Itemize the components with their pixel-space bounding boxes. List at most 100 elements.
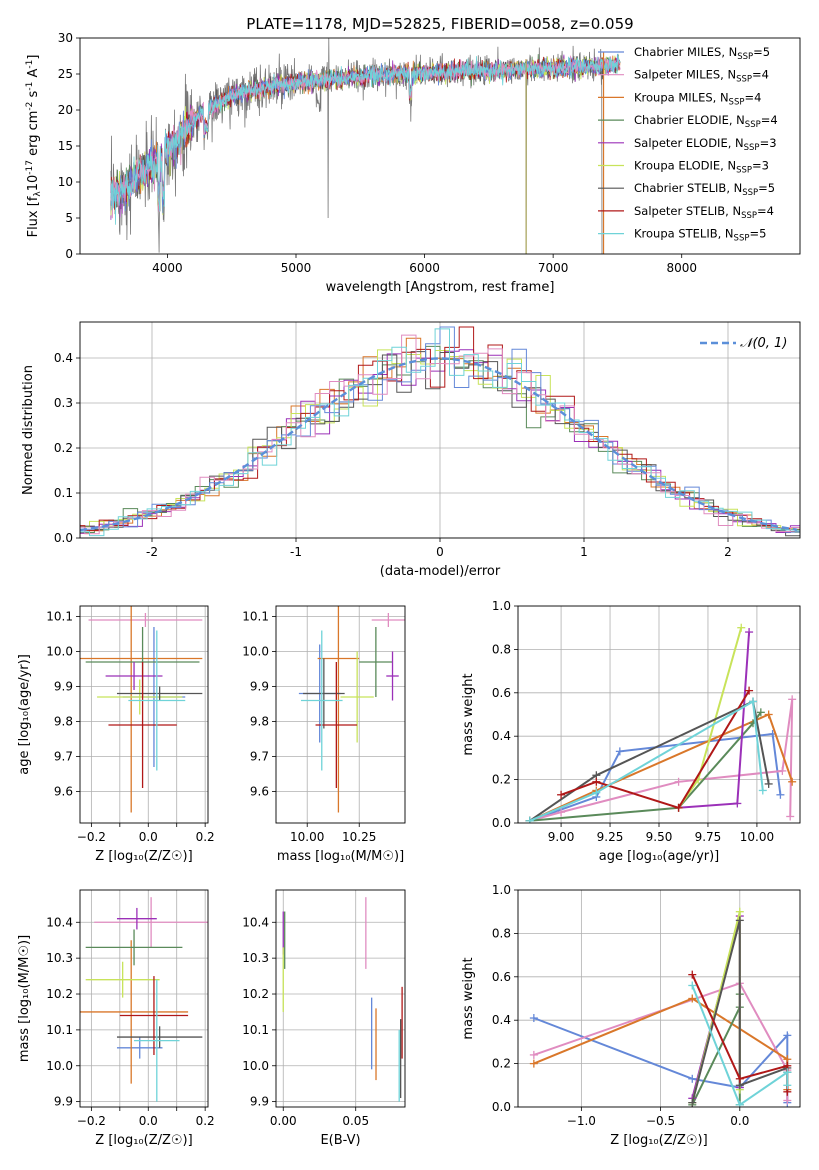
y-tick-label: 9.8 <box>250 715 269 729</box>
y-tick-label: 0.4 <box>492 1013 511 1027</box>
legend-subscript: SSP <box>736 166 752 176</box>
x-tick-label: 2 <box>724 545 732 559</box>
x-tick-label: 10.00 <box>740 830 774 844</box>
legend-model-name: Chabrier MILES, N <box>634 45 737 59</box>
legend-model-name: Kroupa ELODIE, N <box>634 159 736 173</box>
y-axis-label-part: -17 <box>25 160 35 175</box>
x-tick-label: 8000 <box>666 261 697 275</box>
x-tick-label: 0.0 <box>730 1114 749 1128</box>
legend-label: 𝒩(0, 1) <box>740 336 787 351</box>
legend-count: =4 <box>761 113 778 127</box>
mass-weight-series-line <box>529 700 770 822</box>
y-tick-label: 9.9 <box>250 680 269 694</box>
legend-label: Kroupa STELIB, NSSP=5 <box>634 227 766 244</box>
axes-frame <box>79 889 209 1108</box>
legend-subscript: SSP <box>745 120 761 130</box>
mass-weight-series-line <box>529 699 764 822</box>
x-tick-label: 6000 <box>409 261 440 275</box>
x-tick-label: 9.00 <box>548 830 575 844</box>
x-tick-label: 10.00 <box>290 830 324 844</box>
legend-count: =4 <box>752 68 769 82</box>
x-tick-label: 0.0 <box>139 1114 158 1128</box>
legend-model-name: Salpeter STELIB, N <box>634 204 741 218</box>
y-tick-label: 9.6 <box>54 785 73 799</box>
legend-label: Salpeter ELODIE, NSSP=3 <box>634 136 777 153</box>
legend-count: =5 <box>749 227 766 241</box>
legend-count: =5 <box>753 45 770 59</box>
x-tick-label: 7000 <box>538 261 569 275</box>
legend-subscript: SSP <box>744 143 760 153</box>
x-tick-label: −0.2 <box>77 830 106 844</box>
y-axis-label: Normed distribution <box>21 365 36 495</box>
legend-count: =5 <box>758 181 775 195</box>
legend-model-name: Chabrier ELODIE, N <box>634 113 745 127</box>
x-tick-label: 5000 <box>281 261 312 275</box>
x-axis-label: Z [log₁₀(Z/Z☉)] <box>95 849 192 864</box>
y-tick-label: 0.2 <box>54 441 73 455</box>
legend-subscript: SSP <box>734 234 750 244</box>
legend-label: Chabrier STELIB, NSSP=5 <box>634 181 775 198</box>
y-tick-label: 0.8 <box>492 926 511 940</box>
x-axis-label: Z [log₁₀(Z/Z☉)] <box>95 1133 192 1148</box>
y-tick-label: 10.0 <box>242 645 269 659</box>
plot-area <box>276 890 405 1107</box>
x-axis-label: (data-model)/error <box>380 564 501 579</box>
legend-count: =4 <box>757 204 774 218</box>
y-tick-label: 10 <box>58 175 73 189</box>
histogram-step-line <box>80 326 800 535</box>
y-tick-label: 0.6 <box>492 970 511 984</box>
y-tick-label: 9.9 <box>250 1095 269 1109</box>
y-tick-label: 10.1 <box>242 610 269 624</box>
y-tick-label: 9.9 <box>54 1095 73 1109</box>
y-tick-label: 10.3 <box>46 951 73 965</box>
y-axis-label-part: -1 <box>25 60 35 69</box>
y-tick-label: 0 <box>65 247 73 261</box>
y-tick-label: 9.7 <box>250 750 269 764</box>
x-axis-label: mass [log₁₀(M/M☉)] <box>277 849 404 864</box>
y-axis-label-part: -2 <box>25 102 35 111</box>
x-axis-label: age [log₁₀(age/yr)] <box>599 849 720 864</box>
y-tick-label: 10.4 <box>242 915 269 929</box>
plot-area <box>276 606 405 823</box>
plot-area <box>80 890 208 1107</box>
y-tick-label: 0.2 <box>492 1057 511 1071</box>
y-tick-label: 20 <box>58 103 73 117</box>
x-tick-label: 4000 <box>152 261 183 275</box>
x-tick-label: 10.25 <box>342 830 376 844</box>
axes-frame <box>517 889 801 1108</box>
y-axis-label: mass [log₁₀(M/M☉)] <box>17 935 32 1062</box>
mass-weight-series-line <box>560 690 750 809</box>
model-spectrum-line <box>110 53 621 225</box>
y-tick-label: 0.0 <box>492 1100 511 1114</box>
y-tick-label: 5 <box>65 211 73 225</box>
x-axis-label: E(B-V) <box>320 1133 360 1148</box>
model-spectrum-line <box>110 56 621 210</box>
model-spectrum-line <box>110 55 621 219</box>
y-tick-label: 0.8 <box>492 642 511 656</box>
y-tick-label: 1.0 <box>492 883 511 897</box>
legend-count: =3 <box>752 159 769 173</box>
residual-histogram-panel: 𝒩(0, 1) -2 -1 0 1 2 0.0 0.1 0.2 0.3 0.4 (data-model… <box>21 321 801 579</box>
plot-area <box>80 322 800 538</box>
x-tick-label: 0.0 <box>139 830 158 844</box>
legend-subscript: SSP <box>742 188 758 198</box>
y-tick-label: 9.6 <box>250 785 269 799</box>
x-tick-label: 0 <box>436 545 444 559</box>
y-tick-label: 0.1 <box>54 486 73 500</box>
mass-weight-vs-age-panel: 9.00 9.25 9.50 9.75 10.00 0.0 0.2 0.4 0.6 0.8 1.0 a… <box>461 599 801 864</box>
legend-subscript: SSP <box>741 211 757 221</box>
mass-weight-vs-metallicity-panel: −1.0 −0.5 0.0 0.0 0.2 0.4 0.6 0.8 1.0 Z [log₁₀(Z/… <box>461 883 801 1148</box>
mass-vs-metallicity-panel: −0.2 0.0 0.2 9.9 10.0 10.1 10.2 10.3 10.4 Z [log₁… <box>17 889 215 1148</box>
age-vs-mass-panel: 10.00 10.25 9.6 9.7 9.8 9.9 10.0 10.1 mass [log₁… <box>242 605 406 864</box>
y-axis-label: mass weight <box>461 673 476 755</box>
y-tick-label: 10.3 <box>242 951 269 965</box>
y-tick-label: 10.1 <box>46 610 73 624</box>
legend-model-name: Kroupa MILES, N <box>634 90 729 104</box>
legend-count: =4 <box>744 90 761 104</box>
y-tick-label: 10.1 <box>46 1023 73 1037</box>
x-tick-label: 9.25 <box>597 830 624 844</box>
y-axis-label: age [log₁₀(age/yr)] <box>17 654 32 775</box>
y-tick-label: 0.0 <box>492 816 511 830</box>
y-tick-label: 10.1 <box>242 1023 269 1037</box>
